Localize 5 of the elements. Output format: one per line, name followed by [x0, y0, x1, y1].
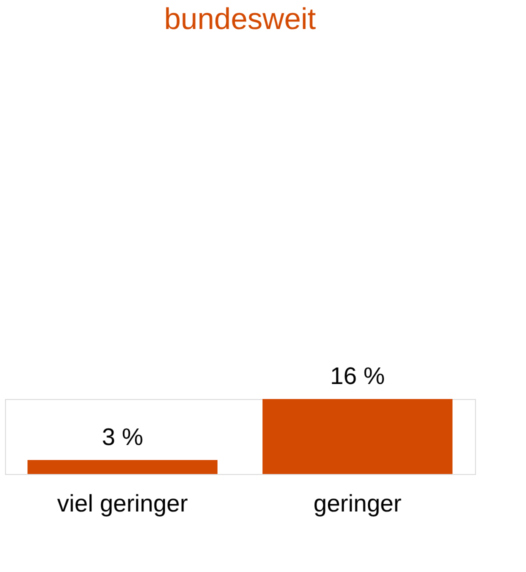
x-tick-label: geringer — [313, 490, 402, 518]
chart-title: bundesweit — [164, 3, 317, 36]
data-label: 3 % — [102, 424, 144, 451]
data-label: 16 % — [330, 363, 385, 390]
x-tick-label: viel geringer — [57, 490, 188, 518]
